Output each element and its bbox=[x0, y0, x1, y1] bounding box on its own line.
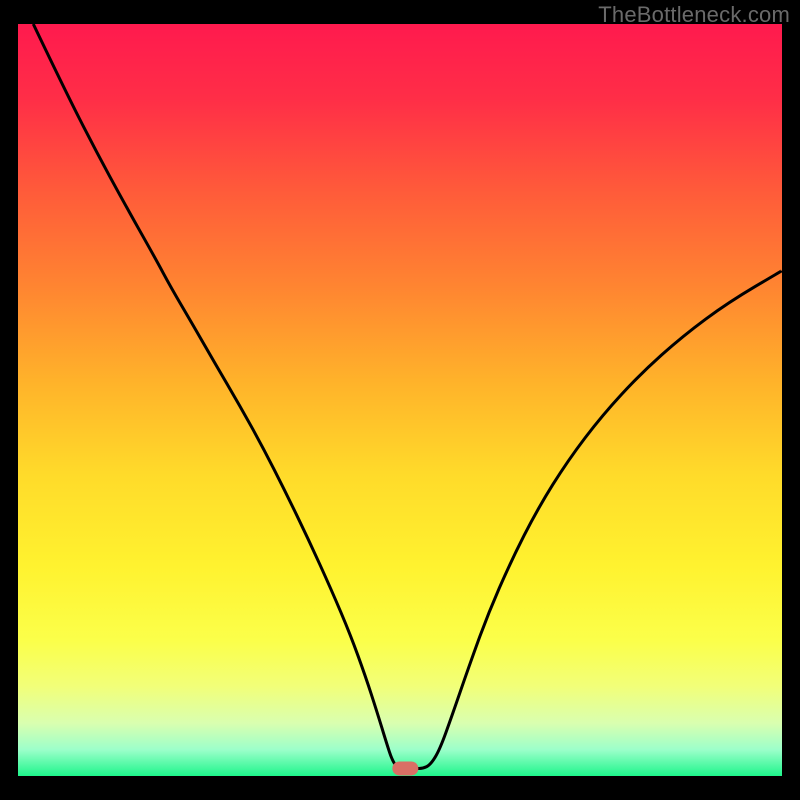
chart-container: TheBottleneck.com bbox=[0, 0, 800, 800]
plot-area bbox=[18, 24, 782, 776]
bottleneck-chart-svg bbox=[18, 24, 782, 776]
watermark-text: TheBottleneck.com bbox=[598, 2, 790, 28]
gradient-background bbox=[18, 24, 782, 776]
minimum-marker bbox=[392, 761, 418, 775]
